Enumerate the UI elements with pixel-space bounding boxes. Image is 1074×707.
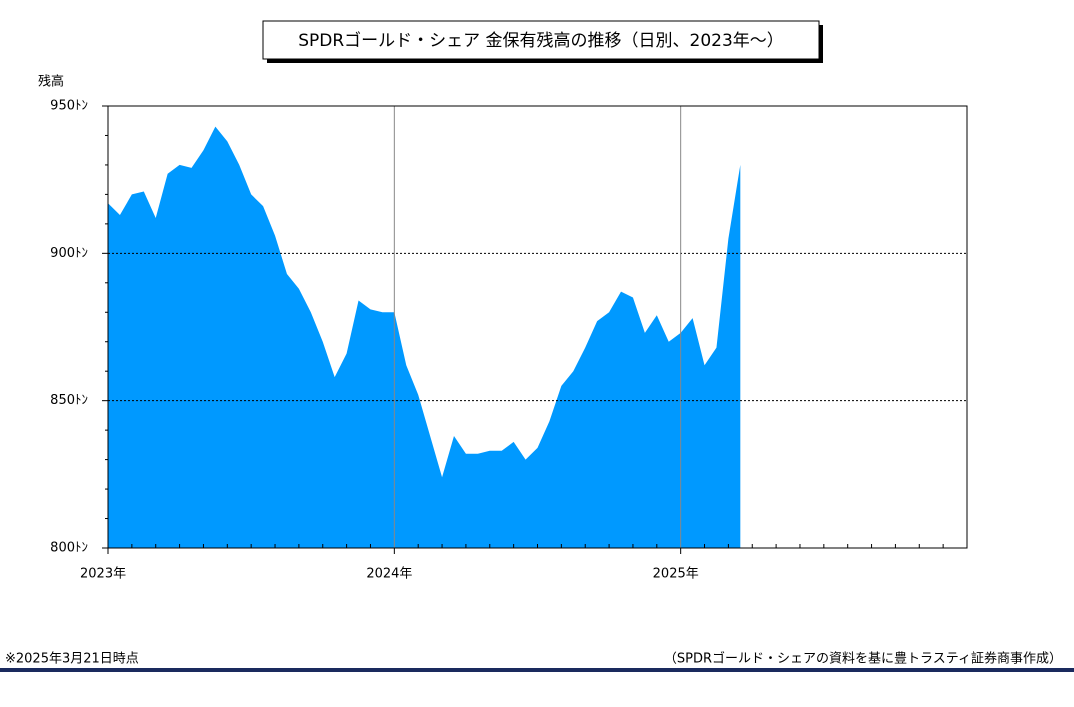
y-axis-label: 残高: [38, 74, 64, 90]
y-tick-label: 900ﾄﾝ: [50, 246, 88, 261]
footnote: ※2025年3月21日時点: [5, 652, 139, 667]
y-tick-label: 850ﾄﾝ: [50, 393, 88, 408]
source: （SPDRゴールド・シェアの資料を基に豊トラスティ証券商事作成）: [664, 651, 1062, 667]
area: [108, 126, 741, 549]
x-tick-label: 2024年: [366, 567, 412, 582]
y-tick-label: 800ﾄﾝ: [50, 541, 88, 556]
title-box: [262, 20, 820, 60]
x-tick-label: 2025年: [653, 567, 699, 582]
y-tick-label: 950ﾄﾝ: [50, 99, 88, 114]
x-tick-label: 2023年: [80, 567, 126, 582]
chart-title: SPDRゴールド・シェア 金保有残高の推移（日別、2023年～）: [298, 30, 784, 51]
bottom-rule: [0, 668, 1074, 672]
